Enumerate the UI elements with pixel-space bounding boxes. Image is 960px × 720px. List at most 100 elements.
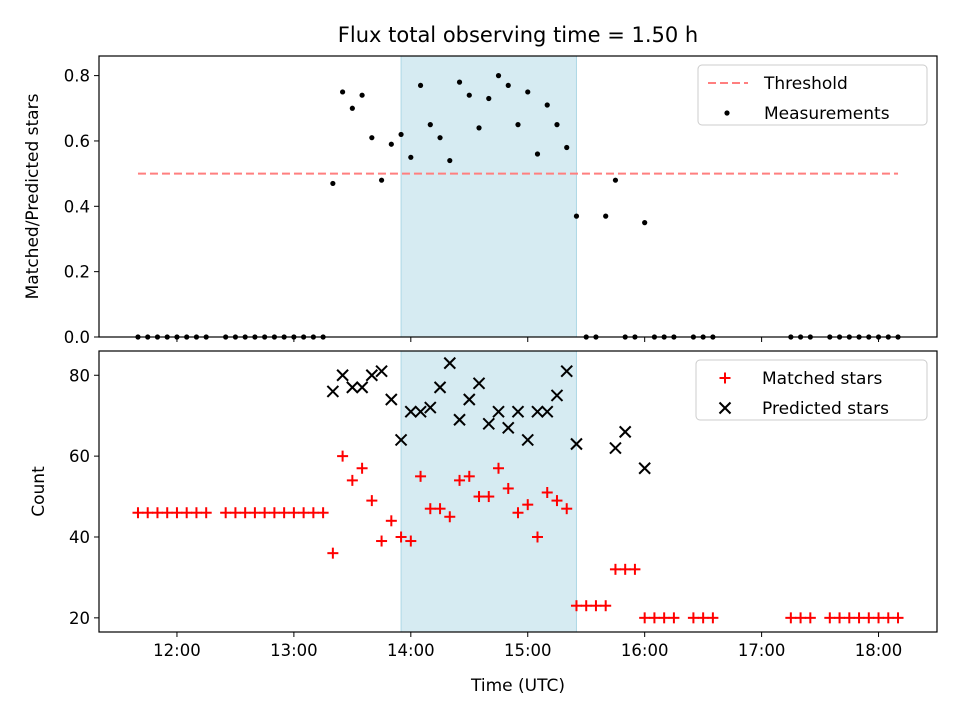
matched-stars-point: [648, 612, 660, 624]
matched-stars-point: [298, 507, 310, 519]
matched-stars-point: [385, 515, 397, 527]
matched-stars-point: [619, 563, 631, 575]
matched-stars-point: [600, 600, 612, 612]
measurements-point: [427, 122, 433, 128]
measurements-point: [515, 122, 521, 128]
x-stroke: [609, 441, 622, 455]
matched-stars-point: [415, 470, 427, 482]
x-stroke: [414, 405, 427, 418]
x-stroke: [472, 377, 486, 390]
predicted-stars-point: [482, 417, 495, 430]
bottom-panel: 20 40 60 80 12:00 13:00 14:00 15:00 16:00 17:00 18…: [29, 350, 938, 696]
x-stroke: [433, 381, 447, 394]
x-stroke: [443, 356, 456, 370]
x-stroke: [375, 365, 388, 378]
matched-stars-point: [278, 507, 290, 519]
x-stroke: [521, 433, 534, 447]
matched-stars-point: [463, 470, 475, 482]
matched-stars-point: [697, 612, 709, 624]
measurements-point: [369, 135, 375, 141]
legend-label: Threshold: [763, 74, 848, 94]
top-panel: 0.0 0.2 0.4 0.6 0.8 Matched/Predicted stars Th…: [23, 55, 938, 347]
legend-box: [695, 359, 928, 421]
predicted-stars-point: [385, 393, 398, 406]
matched-stars-point: [853, 612, 865, 624]
measurements-point: [447, 157, 453, 164]
predicted-stars-point: [521, 433, 534, 447]
matched-stars-point: [863, 612, 875, 624]
measurements-point: [466, 92, 472, 98]
x-stroke: [550, 389, 564, 402]
x-stroke: [560, 365, 573, 378]
measurements-point: [408, 154, 414, 160]
y-tick-label: 80: [69, 366, 90, 385]
matched-stars-point: [259, 507, 271, 519]
matched-stars-point: [483, 491, 495, 503]
matched-stars-point: [151, 507, 163, 519]
axes-frame: [98, 55, 938, 338]
predicted-stars-point: [404, 405, 418, 418]
measurements-point: [505, 82, 511, 89]
measurements-point: [349, 105, 355, 111]
y-tick-label: 60: [69, 447, 90, 466]
matched-stars-point: [502, 482, 514, 494]
matched-stars-point: [882, 612, 894, 624]
matched-stars-point: [376, 535, 388, 547]
predicted-stars-point: [463, 393, 476, 406]
x-stroke: [541, 405, 554, 418]
measurements-point: [642, 220, 648, 226]
x-stroke: [336, 369, 349, 382]
x-stroke: [482, 417, 495, 430]
x-tick-label: 17:00: [738, 641, 786, 660]
predicted-stars-point: [326, 385, 340, 398]
x-stroke: [346, 381, 359, 394]
x-tick-label: 15:00: [504, 641, 552, 660]
matched-stars-point: [804, 612, 816, 624]
matched-stars-point: [268, 507, 280, 519]
predicted-stars-point: [414, 405, 427, 418]
matched-stars-point: [356, 462, 368, 474]
matched-stars-point: [785, 612, 797, 624]
legend-box: [697, 64, 928, 126]
predicted-stars-point: [365, 369, 379, 382]
matched-stars-point: [181, 507, 193, 519]
measurements-point: [417, 82, 424, 89]
matched-stars-point: [229, 507, 241, 519]
matched-stars-point: [171, 507, 183, 519]
measurements-point: [330, 180, 336, 187]
measurements-point: [456, 79, 463, 85]
matched-stars-point: [873, 612, 885, 624]
matched-stars-point: [658, 612, 670, 624]
matched-stars-point: [580, 600, 592, 612]
matched-stars-point: [834, 612, 846, 624]
y-tick-label: 0.4: [64, 197, 90, 216]
x-stroke: [531, 405, 544, 418]
y-tick-label: 40: [69, 528, 90, 547]
predicted-stars-point: [531, 405, 544, 418]
matched-stars-point: [239, 507, 251, 519]
measurements-point: [388, 141, 394, 147]
matched-stars-point: [795, 612, 807, 624]
matched-stars-point: [551, 495, 563, 507]
matched-stars-point: [220, 507, 232, 519]
x-stroke: [424, 401, 437, 414]
measurements-point: [378, 177, 385, 183]
matched-stars-point: [629, 563, 641, 575]
x-tick-label: 16:00: [621, 641, 669, 660]
measurements-point: [359, 92, 365, 98]
matched-stars-point: [346, 474, 358, 486]
measurements-point: [495, 73, 502, 79]
x-stroke: [355, 381, 369, 394]
measurements-point: [486, 95, 492, 102]
legend-matched-stars-swatch: [719, 372, 731, 384]
matched-stars-point: [590, 600, 602, 612]
x-stroke: [463, 393, 476, 406]
predicted-stars-point: [541, 405, 554, 418]
matched-stars-point: [522, 499, 534, 511]
measurements-point: [564, 144, 570, 151]
x-stroke: [618, 425, 632, 439]
legend-label: Matched stars: [762, 369, 882, 389]
matched-stars-point: [405, 535, 417, 547]
x-stroke: [511, 405, 525, 418]
